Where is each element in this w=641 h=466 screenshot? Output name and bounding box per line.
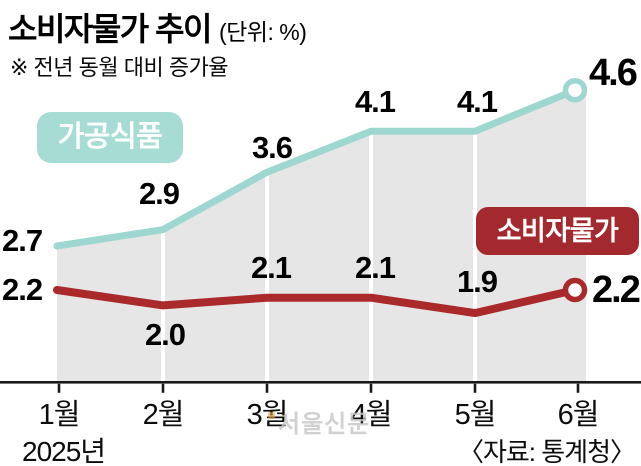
consumer-price-end-marker [562, 277, 588, 303]
header: 소비자물가 추이 (단위: %) [8, 4, 307, 50]
x-tick [265, 383, 269, 393]
source-label: 〈자료: 통계청〉 [457, 437, 636, 466]
legend-badge-consumer-price: 소비자물가 [476, 207, 639, 255]
year-label: 2025년 [22, 436, 106, 466]
watermark: 서울신문 [278, 411, 371, 438]
x-tick [473, 383, 477, 393]
x-tick [57, 383, 61, 393]
x-tick [369, 383, 373, 393]
processed-food-end-marker [562, 77, 588, 103]
page-title: 소비자물가 추이 [8, 11, 212, 47]
consumer-price-line [53, 286, 579, 318]
x-tick [576, 383, 580, 393]
watermark-logo-dot [268, 412, 275, 419]
legend-badge-processed-food: 가공식품 [37, 112, 183, 163]
x-axis [0, 381, 641, 384]
chart-note: ※ 전년 동월 대비 증가율 [10, 55, 229, 80]
unit-label: (단위: %) [218, 19, 307, 45]
x-tick [161, 383, 165, 393]
processed-food-line [53, 86, 579, 250]
